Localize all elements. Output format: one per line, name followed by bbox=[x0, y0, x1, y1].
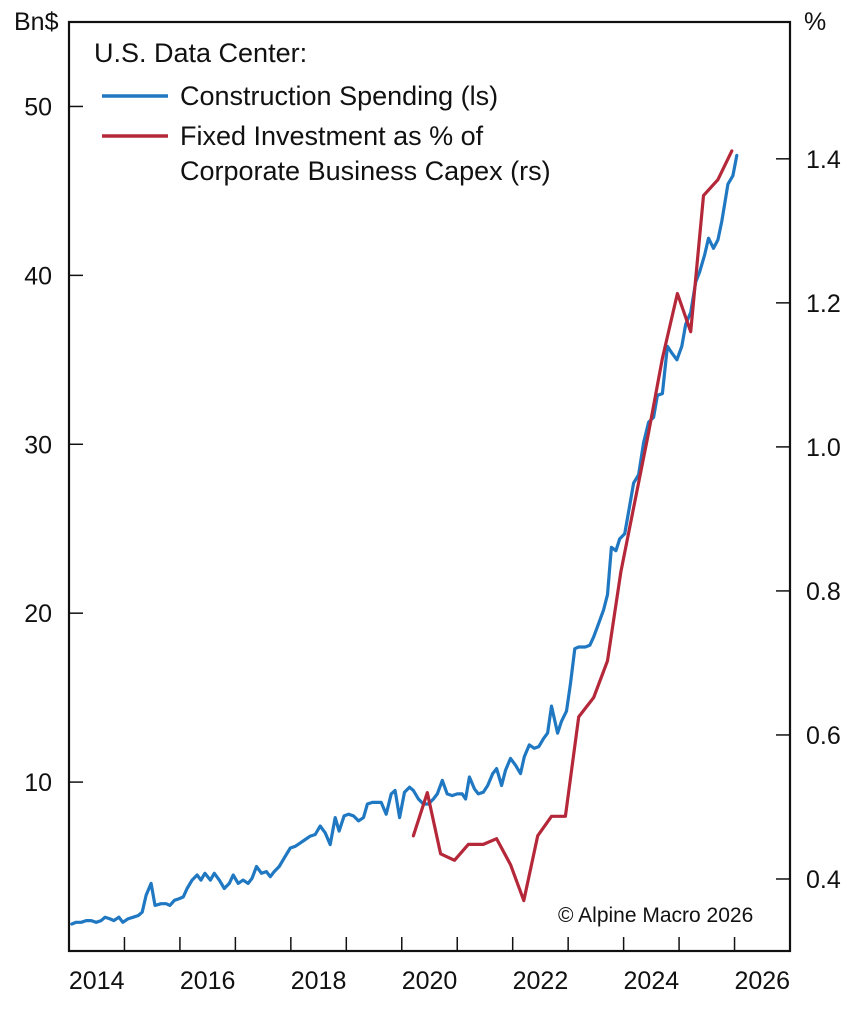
y-right-tick-label: 0.8 bbox=[806, 578, 841, 606]
legend-label-fixed-investment-line2: Corporate Business Capex (rs) bbox=[180, 156, 551, 186]
legend-label-construction-spending: Construction Spending (ls) bbox=[180, 81, 498, 111]
copyright-annotation: © Alpine Macro 2026 bbox=[558, 904, 753, 927]
series-line-construction-spending-points bbox=[71, 155, 737, 924]
x-tick-label: 2026 bbox=[734, 967, 790, 995]
x-tick-label: 2014 bbox=[69, 967, 125, 995]
y-left-tick-label: 40 bbox=[24, 262, 52, 290]
x-tick-label: 2020 bbox=[402, 967, 458, 995]
y-left-axis-label: Bn$ bbox=[14, 8, 59, 36]
y-right-tick-label: 0.6 bbox=[806, 722, 841, 750]
legend-title: U.S. Data Center: bbox=[94, 38, 307, 68]
x-tick-label: 2016 bbox=[180, 967, 236, 995]
y-left-tick-label: 50 bbox=[24, 93, 52, 121]
legend: U.S. Data Center: Construction Spending … bbox=[94, 38, 551, 186]
y-left-axis-ticks: 10 20 30 40 50 bbox=[24, 93, 83, 797]
y-right-axis-ticks: 0.4 0.6 0.8 1.0 1.2 1.4 bbox=[776, 146, 841, 894]
axes bbox=[67, 20, 792, 953]
x-tick-label: 2018 bbox=[291, 967, 347, 995]
y-left-tick-label: 20 bbox=[24, 600, 52, 628]
plot-frame bbox=[67, 20, 792, 953]
y-right-axis-label: % bbox=[804, 8, 826, 36]
legend-label-fixed-investment-line1: Fixed Investment as % of bbox=[180, 121, 484, 151]
x-tick-label: 2024 bbox=[624, 967, 680, 995]
y-left-tick-label: 10 bbox=[24, 769, 52, 797]
series-line-construction-spending bbox=[70, 153, 739, 926]
series-line-fixed-investment-points bbox=[413, 150, 732, 901]
series-layer bbox=[70, 149, 739, 926]
series-line-fixed-investment bbox=[411, 149, 734, 903]
y-left-tick-label: 30 bbox=[24, 431, 52, 459]
y-right-tick-label: 1.0 bbox=[806, 434, 841, 462]
y-right-tick-label: 0.4 bbox=[806, 866, 841, 894]
y-right-tick-label: 1.2 bbox=[806, 290, 841, 318]
x-axis-ticks: 2014 2016 2018 2020 2022 2024 2026 bbox=[69, 937, 790, 995]
x-tick-label: 2022 bbox=[513, 967, 569, 995]
y-right-tick-label: 1.4 bbox=[806, 146, 841, 174]
